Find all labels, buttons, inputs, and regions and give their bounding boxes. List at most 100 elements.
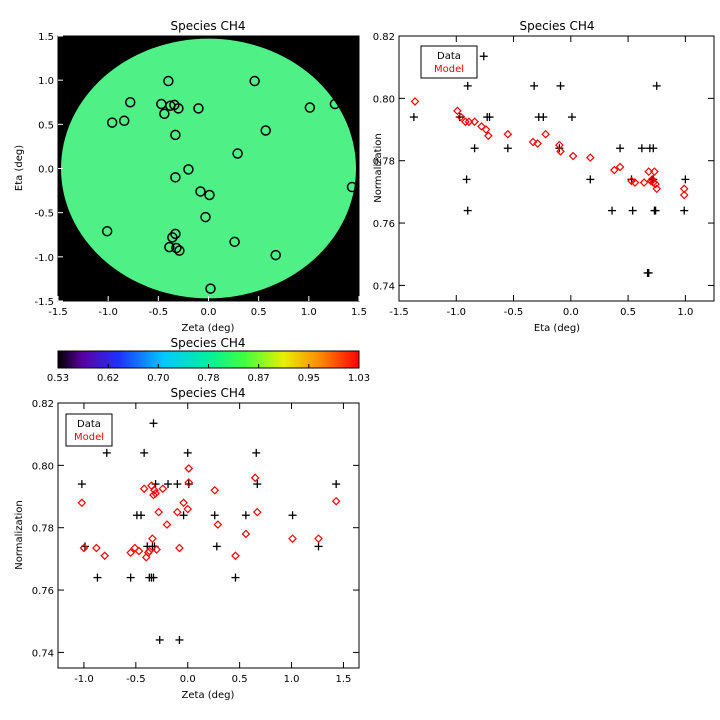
data-point <box>637 144 646 153</box>
map-point <box>167 232 178 243</box>
data-point <box>314 542 323 551</box>
model-point <box>92 543 101 553</box>
x-tick-label: 0.5 <box>620 307 636 318</box>
x-tick-label: 1.0 <box>677 307 693 318</box>
colorbar-tick-label: 0.95 <box>298 373 320 384</box>
data-point <box>652 81 661 90</box>
map-point <box>170 228 181 240</box>
data-point <box>485 113 494 122</box>
model-point <box>453 106 462 116</box>
data-point <box>332 480 341 489</box>
x-tick-label: 0.5 <box>251 307 267 318</box>
map-point <box>106 117 118 128</box>
y-tick-label: 0.76 <box>373 219 395 230</box>
model-point <box>241 529 251 539</box>
y-tick-label: 0.78 <box>373 157 395 168</box>
model-point <box>568 151 578 161</box>
zeta-y-ticks: 0.74 0.76 0.78 0.80 0.82 <box>32 399 359 659</box>
x-tick-label: -0.5 <box>504 307 524 318</box>
x-tick-label: 1.5 <box>335 674 351 685</box>
model-point <box>456 112 466 122</box>
data-point <box>102 448 111 457</box>
data-point <box>644 268 653 277</box>
model-point <box>464 117 474 127</box>
map-point <box>260 125 271 136</box>
map-point <box>183 164 194 175</box>
model-point <box>609 165 619 175</box>
map-point <box>346 181 358 193</box>
data-point <box>210 511 219 520</box>
data-point <box>149 419 158 428</box>
map-point <box>164 241 175 253</box>
map-point <box>174 245 185 256</box>
y-tick-label: 0.74 <box>373 281 395 292</box>
zeta-title: Species CH4 <box>170 386 245 400</box>
zeta-legend <box>65 413 113 447</box>
map-x-label: Zeta (deg) <box>182 323 235 334</box>
data-point <box>539 113 548 122</box>
y-tick-label: -1.5 <box>34 297 54 308</box>
model-point <box>184 464 194 473</box>
data-point <box>164 480 173 489</box>
model-point <box>651 179 660 189</box>
x-tick-label: 0.0 <box>180 674 196 685</box>
model-point <box>679 190 689 200</box>
data-point <box>93 573 102 582</box>
x-tick-label: -1.5 <box>48 307 68 318</box>
y-tick-label: 0.0 <box>38 165 54 176</box>
data-point <box>556 81 565 90</box>
model-point <box>615 162 625 172</box>
x-tick-label: -1.0 <box>98 307 118 318</box>
data-point <box>681 175 690 184</box>
y-tick-label: 0.82 <box>373 32 395 43</box>
map-points <box>101 75 358 294</box>
map-point <box>249 75 260 87</box>
data-point <box>183 448 192 457</box>
colorbar-tick-label: 0.87 <box>248 373 270 384</box>
data-point <box>479 52 488 61</box>
eta-legend <box>420 45 478 79</box>
zeta-axes-frame <box>57 402 360 669</box>
data-point <box>241 511 250 520</box>
model-point <box>470 117 479 127</box>
map-panel: Species CH4 -1.5 -1.0 -0.5 0.0 0.5 1.0 1.5 -1.… <box>14 19 367 334</box>
zeta-panel: Species CH4 -1.0 -0.5 0.0 0.5 1.0 1.5 0.740.7… <box>14 386 360 701</box>
y-tick-label: -1.0 <box>34 253 54 264</box>
x-tick-label: 0.5 <box>232 674 248 685</box>
model-point <box>541 129 550 139</box>
data-point <box>175 635 184 644</box>
data-point <box>173 480 182 489</box>
map-point <box>171 242 182 254</box>
model-point <box>483 131 493 141</box>
map-point <box>195 186 206 197</box>
eta-axes-frame <box>398 35 715 302</box>
data-point <box>149 573 158 582</box>
map-point <box>193 103 204 114</box>
map-point <box>170 129 181 141</box>
x-tick-label: 0.0 <box>563 307 579 318</box>
model-point <box>154 507 164 517</box>
map-point <box>124 97 136 108</box>
map-point <box>173 103 184 114</box>
data-point <box>409 113 418 122</box>
model-point <box>175 543 184 553</box>
model-point <box>126 548 136 557</box>
data-point <box>137 511 146 520</box>
eta-x-ticks: -1.5 -1.0 -0.5 0.0 0.5 1.0 <box>389 36 693 318</box>
data-point <box>126 573 135 582</box>
map-y-ticks: -1.5 -1.0 -0.5 0.0 0.5 1.0 1.5 <box>34 32 63 308</box>
map-y-label: Eta (deg) <box>14 145 25 191</box>
map-point <box>170 172 181 183</box>
model-point <box>331 496 341 506</box>
y-tick-label: 1.5 <box>38 32 54 43</box>
model-point <box>477 122 486 131</box>
model-point <box>213 520 223 529</box>
data-point <box>651 206 660 215</box>
model-point <box>79 543 89 553</box>
y-tick-label: 0.76 <box>32 586 54 597</box>
x-tick-label: -0.5 <box>126 674 146 685</box>
data-point <box>179 511 188 520</box>
x-tick-label: -1.0 <box>74 674 94 685</box>
zeta-y-label: Normalization <box>14 500 25 570</box>
model-point <box>528 137 538 147</box>
